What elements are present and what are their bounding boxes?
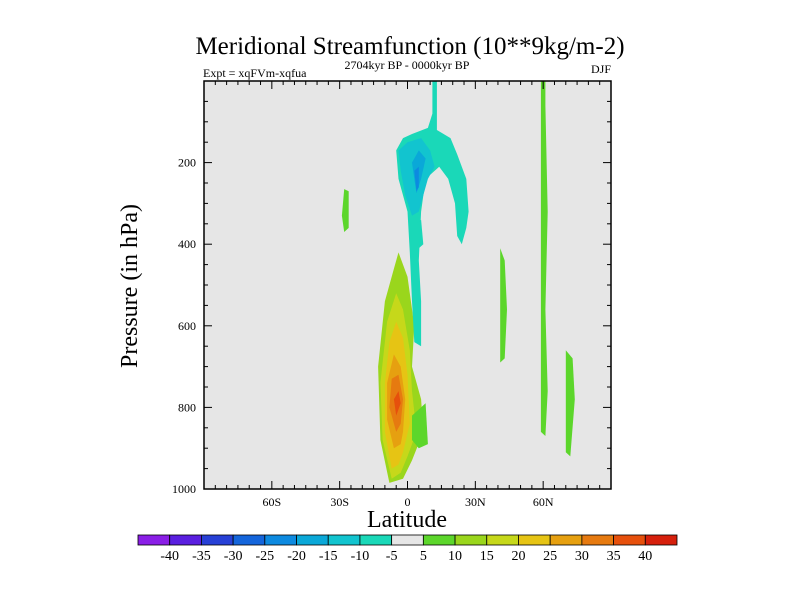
- colorbar-label: -15: [319, 549, 338, 564]
- colorbar-label: -25: [255, 549, 274, 564]
- x-tick-label: 30N: [465, 495, 486, 509]
- colorbar-swatch: [422, 534, 456, 546]
- colorbar-swatch: [391, 534, 424, 546]
- region-negative-cell-20: [414, 166, 419, 192]
- colorbar-swatch: [264, 534, 297, 546]
- colorbar-label: 25: [543, 549, 557, 564]
- colorbar-label: 35: [607, 549, 621, 564]
- region-positive-cell-35: [393, 391, 401, 416]
- y-tick-label: 1000: [172, 482, 196, 496]
- colorbar-label: 20: [511, 549, 525, 564]
- colorbar-swatch: [137, 534, 171, 546]
- period-label: 2704kyr BP - 0000kyr BP: [345, 58, 470, 72]
- colorbar-label: -10: [351, 549, 370, 564]
- region-negative-blob-south: [416, 219, 424, 249]
- x-tick-label: 60S: [262, 495, 281, 509]
- season-label: DJF: [591, 62, 611, 76]
- colorbar: -40 -35 -30 -25 -20 -15 -10 -5 5 10 15 20 25 30 35 40: [137, 534, 678, 564]
- colorbar-swatch: [327, 534, 361, 546]
- region-positive-blob-70n: [565, 350, 575, 457]
- colorbar-label: -40: [160, 549, 179, 564]
- colorbar-swatch: [359, 534, 393, 546]
- colorbar-swatch: [486, 534, 519, 546]
- x-tick-label: 0: [405, 495, 411, 509]
- y-tick-label: 200: [178, 156, 196, 170]
- y-tick-label: 800: [178, 400, 196, 414]
- colorbar-swatch: [296, 534, 329, 546]
- colorbar-swatch: [232, 534, 266, 546]
- x-axis-label: Latitude: [367, 507, 447, 533]
- colorbar-label: 40: [638, 549, 652, 564]
- region-positive-edge-5: [412, 403, 428, 449]
- chart-title: Meridional Streamfunction (10**9kg/m-2): [195, 33, 624, 60]
- y-axis: 200 400 600 800 1000: [172, 80, 611, 496]
- x-tick-label: 30S: [330, 495, 349, 509]
- colorbar-label: -5: [386, 549, 398, 564]
- colorbar-swatch: [454, 534, 488, 546]
- contour-regions: [341, 81, 575, 483]
- region-positive-strip-60n: [540, 81, 548, 436]
- colorbar-label: -35: [192, 549, 211, 564]
- colorbar-label: 10: [448, 549, 462, 564]
- colorbar-label: -20: [287, 549, 306, 564]
- x-tick-label: 60N: [533, 495, 554, 509]
- colorbar-swatch: [169, 534, 202, 546]
- colorbar-label: 5: [420, 549, 427, 564]
- colorbar-swatch: [549, 534, 583, 546]
- x-axis: 60S 30S 0 30N 60N: [203, 81, 612, 509]
- region-positive-strip-45n: [500, 248, 507, 363]
- colorbar-swatch: [518, 534, 551, 546]
- experiment-label: Expt = xqFVm-xqfua: [203, 66, 307, 80]
- region-positive-blob-30s: [341, 189, 349, 232]
- colorbar-swatch: [201, 534, 234, 546]
- y-axis-label: Pressure (in hPa): [117, 204, 143, 368]
- y-tick-label: 600: [178, 319, 196, 333]
- y-tick-label: 400: [178, 237, 196, 251]
- colorbar-swatch: [644, 534, 678, 546]
- colorbar-label: 30: [575, 549, 589, 564]
- colorbar-swatch: [581, 534, 614, 546]
- colorbar-swatch: [613, 534, 646, 546]
- colorbar-label: -30: [224, 549, 243, 564]
- colorbar-label: 15: [480, 549, 494, 564]
